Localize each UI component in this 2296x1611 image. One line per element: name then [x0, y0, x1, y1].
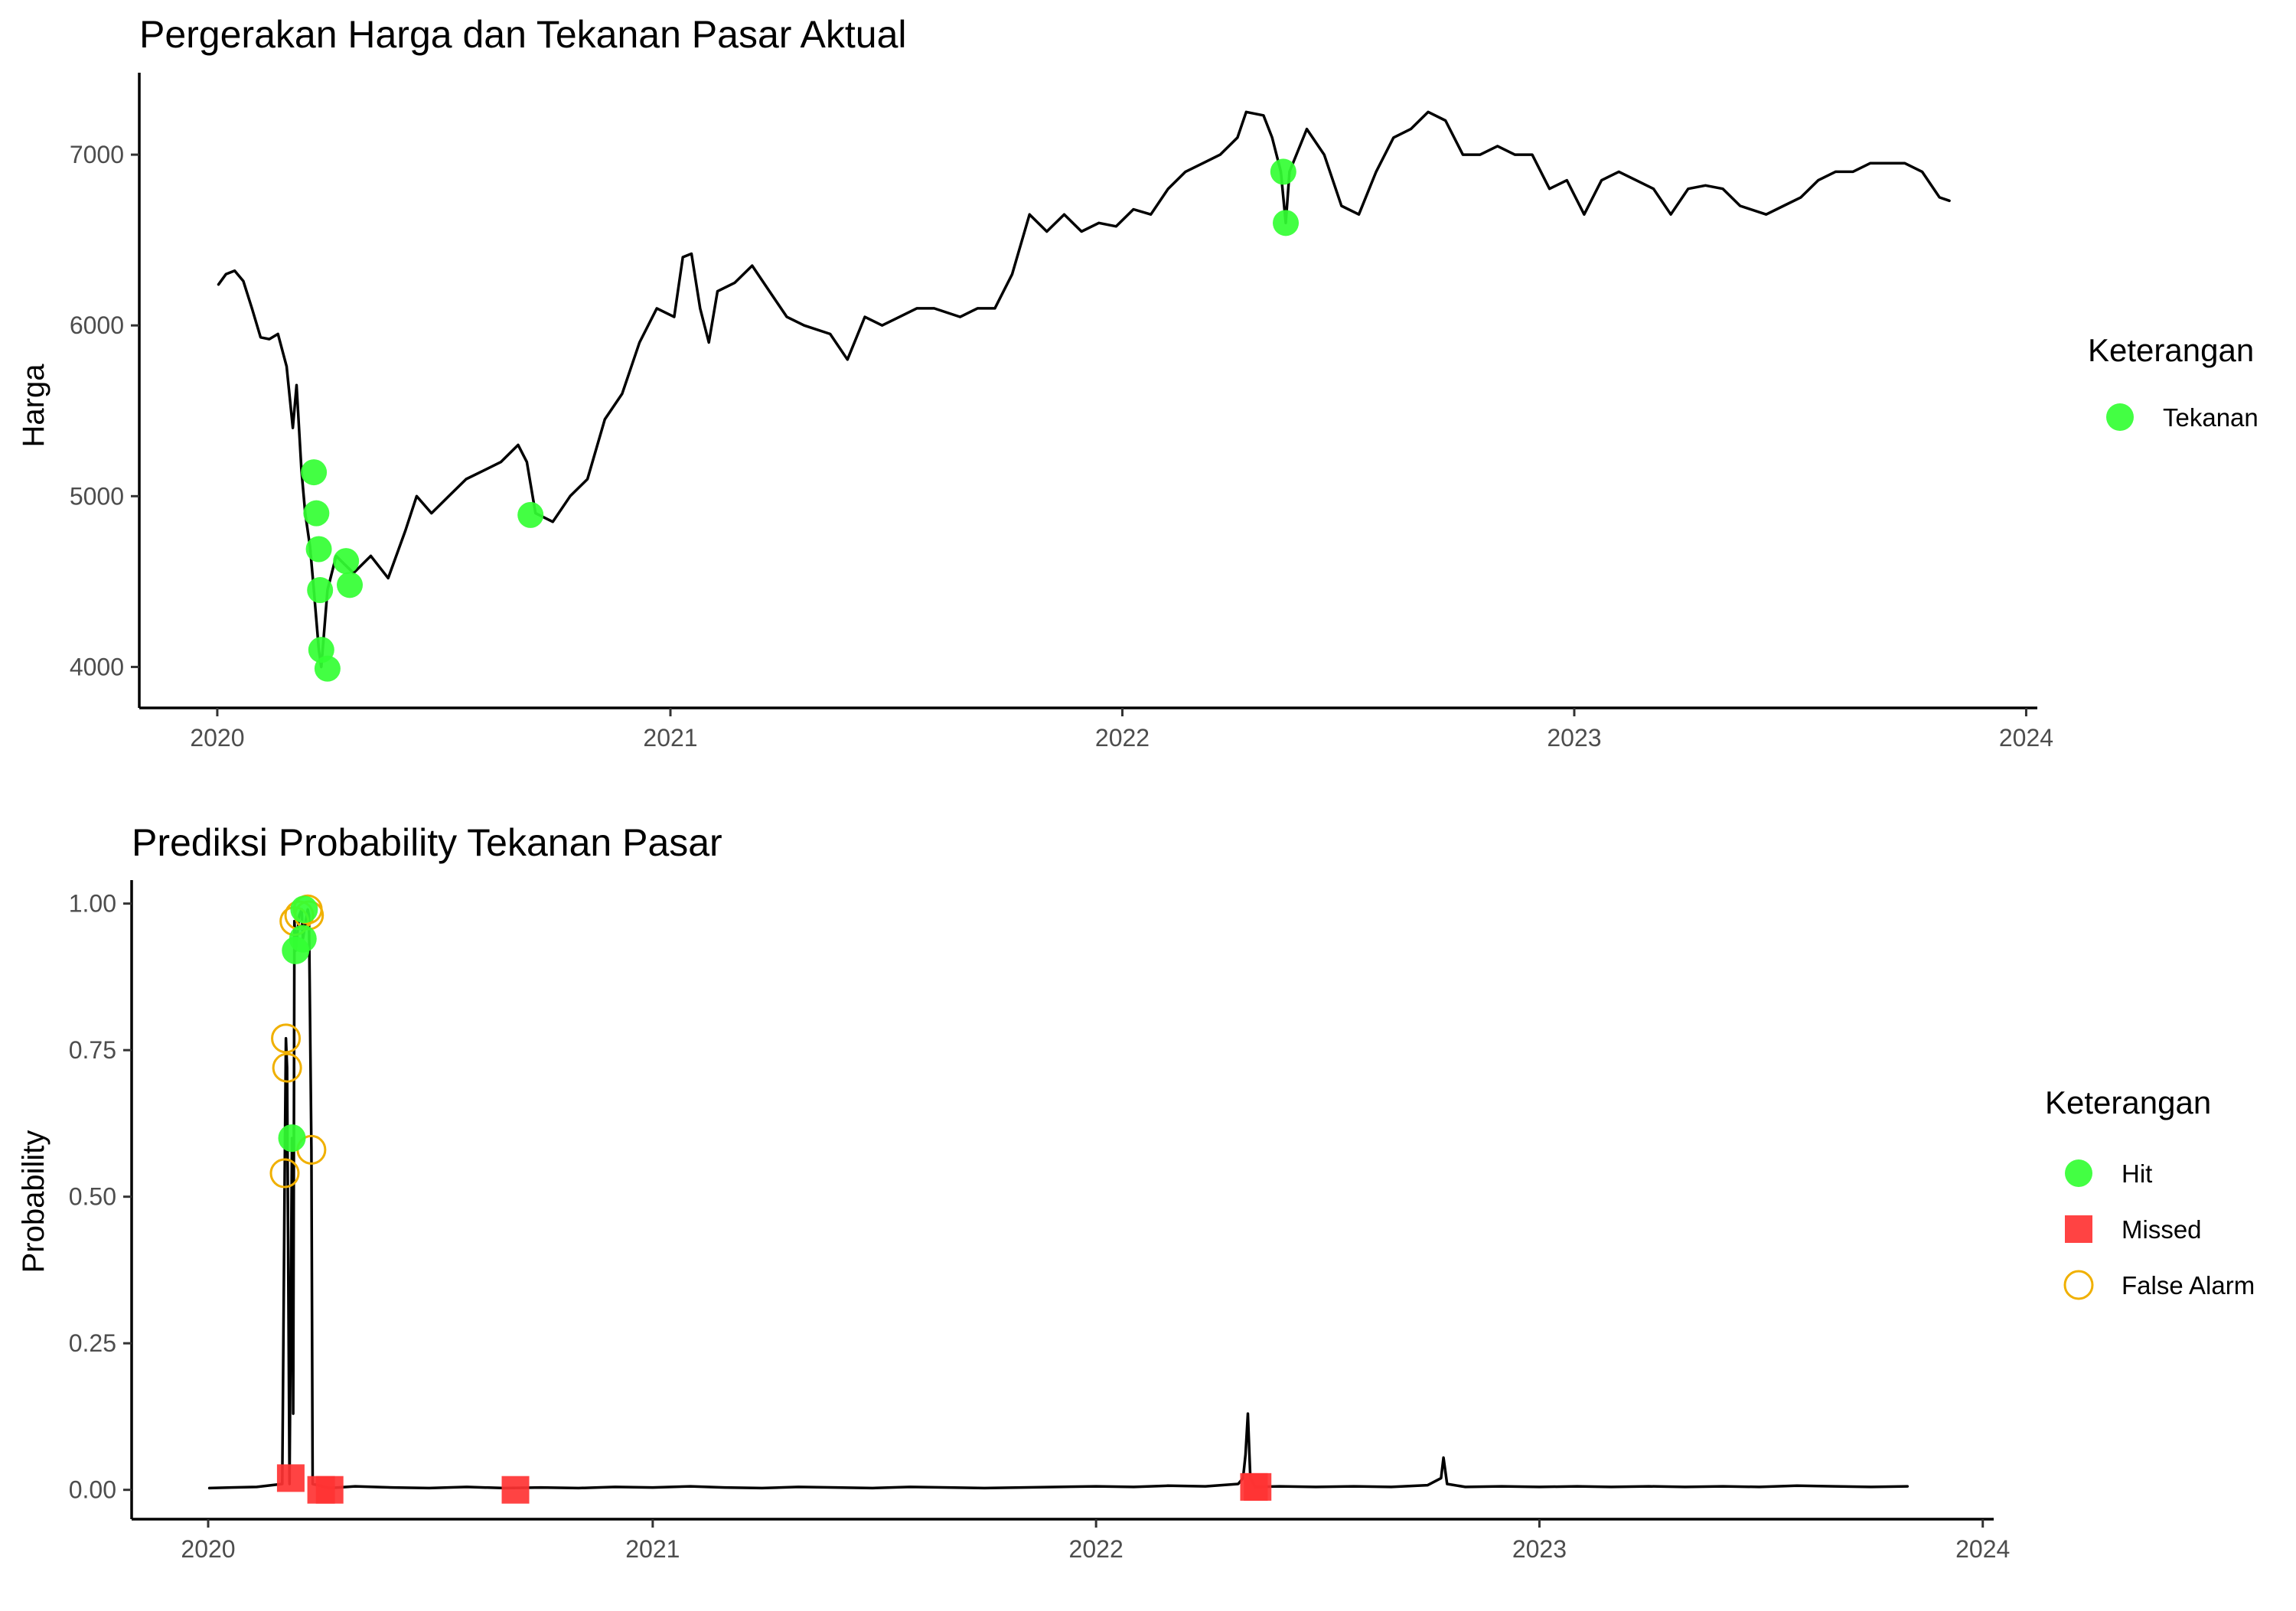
x-tick-label: 2022: [1069, 1535, 1124, 1563]
price-y-axis: 4000 5000 6000 7000: [70, 73, 141, 708]
point-missed: [501, 1476, 530, 1504]
price-y-axis-title: Harga: [17, 364, 51, 448]
legend-label: Tekanan: [2163, 403, 2258, 432]
point-tekanan: [305, 536, 332, 563]
legend-swatch: [2065, 1159, 2092, 1187]
x-tick-label: 2023: [1512, 1535, 1567, 1563]
point-tekanan: [303, 500, 330, 527]
y-tick-label: 7000: [70, 141, 124, 168]
price-legend-items: Tekanan: [2106, 403, 2258, 432]
x-tick-label: 2020: [181, 1535, 235, 1563]
probability-y-axis: 0.00 0.25 0.50 0.75 1.00: [69, 880, 133, 1519]
legend-label: Missed: [2122, 1215, 2202, 1244]
x-tick-label: 2024: [1999, 724, 2053, 752]
probability-x-axis: 2020 2021 2022 2023 2024: [132, 1518, 2010, 1563]
price-x-axis: 2020 2021 2022 2023 2024: [139, 706, 2053, 752]
y-tick-label: 0.50: [69, 1183, 116, 1211]
y-tick-label: 6000: [70, 311, 124, 339]
probability-panel: Prediksi Probability Tekanan Pasar Proba…: [17, 821, 2255, 1563]
point-tekanan: [333, 548, 360, 575]
price-panel: Pergerakan Harga dan Tekanan Pasar Aktua…: [17, 13, 2258, 752]
legend-swatch: [2106, 403, 2134, 431]
series-line: [217, 110, 1951, 669]
point-missed: [276, 1464, 305, 1492]
point-tekanan: [337, 572, 364, 598]
price-panel-title: Pergerakan Harga dan Tekanan Pasar Aktua…: [139, 13, 907, 56]
price-series: [217, 110, 1951, 669]
series-line: [207, 908, 1910, 1490]
price-points: [301, 158, 1300, 682]
probability-series: [207, 908, 1910, 1490]
price-legend-title: Keterangan: [2088, 332, 2254, 368]
y-tick-label: 1.00: [69, 890, 116, 918]
probability-legend: Keterangan Hit Missed False Alarm: [2045, 1084, 2255, 1300]
probability-y-axis-title: Probability: [17, 1130, 51, 1273]
point-false-alarm: [272, 1052, 302, 1083]
point-tekanan: [1273, 210, 1300, 236]
y-tick-label: 5000: [70, 482, 124, 510]
point-tekanan: [314, 655, 341, 682]
point-missed: [1244, 1472, 1272, 1501]
legend-item-tekanan: Tekanan: [2106, 403, 2258, 432]
x-tick-label: 2021: [643, 724, 697, 752]
probability-legend-items: Hit Missed False Alarm: [2063, 1159, 2255, 1300]
point-tekanan: [517, 501, 544, 528]
y-tick-label: 0.75: [69, 1036, 116, 1064]
point-tekanan: [301, 459, 328, 486]
probability-panel-title: Prediksi Probability Tekanan Pasar: [132, 821, 722, 864]
x-tick-label: 2022: [1095, 724, 1150, 752]
point-hit: [278, 1124, 306, 1153]
point-false-alarm: [271, 1023, 302, 1054]
probability-legend-title: Keterangan: [2045, 1084, 2211, 1120]
legend-label: Hit: [2122, 1159, 2152, 1188]
point-false-alarm: [269, 1158, 300, 1189]
legend-label: False Alarm: [2122, 1271, 2255, 1300]
y-tick-label: 4000: [70, 653, 124, 680]
point-missed: [315, 1476, 344, 1504]
legend-item-false-alarm: False Alarm: [2063, 1270, 2255, 1300]
legend-swatch: [2065, 1215, 2092, 1243]
x-tick-label: 2023: [1547, 724, 1601, 752]
probability-points: [269, 894, 1272, 1504]
legend-item-hit: Hit: [2065, 1159, 2152, 1188]
legend-item-missed: Missed: [2065, 1215, 2202, 1244]
price-legend: Keterangan Tekanan: [2088, 332, 2258, 432]
y-tick-label: 0.00: [69, 1476, 116, 1504]
x-tick-label: 2020: [190, 724, 244, 752]
point-tekanan: [307, 577, 334, 604]
legend-swatch: [2063, 1270, 2094, 1300]
y-tick-label: 0.25: [69, 1329, 116, 1357]
x-tick-label: 2024: [1955, 1535, 2010, 1563]
x-tick-label: 2021: [625, 1535, 680, 1563]
point-hit: [290, 895, 318, 924]
point-hit: [289, 925, 317, 953]
point-tekanan: [1270, 158, 1296, 185]
